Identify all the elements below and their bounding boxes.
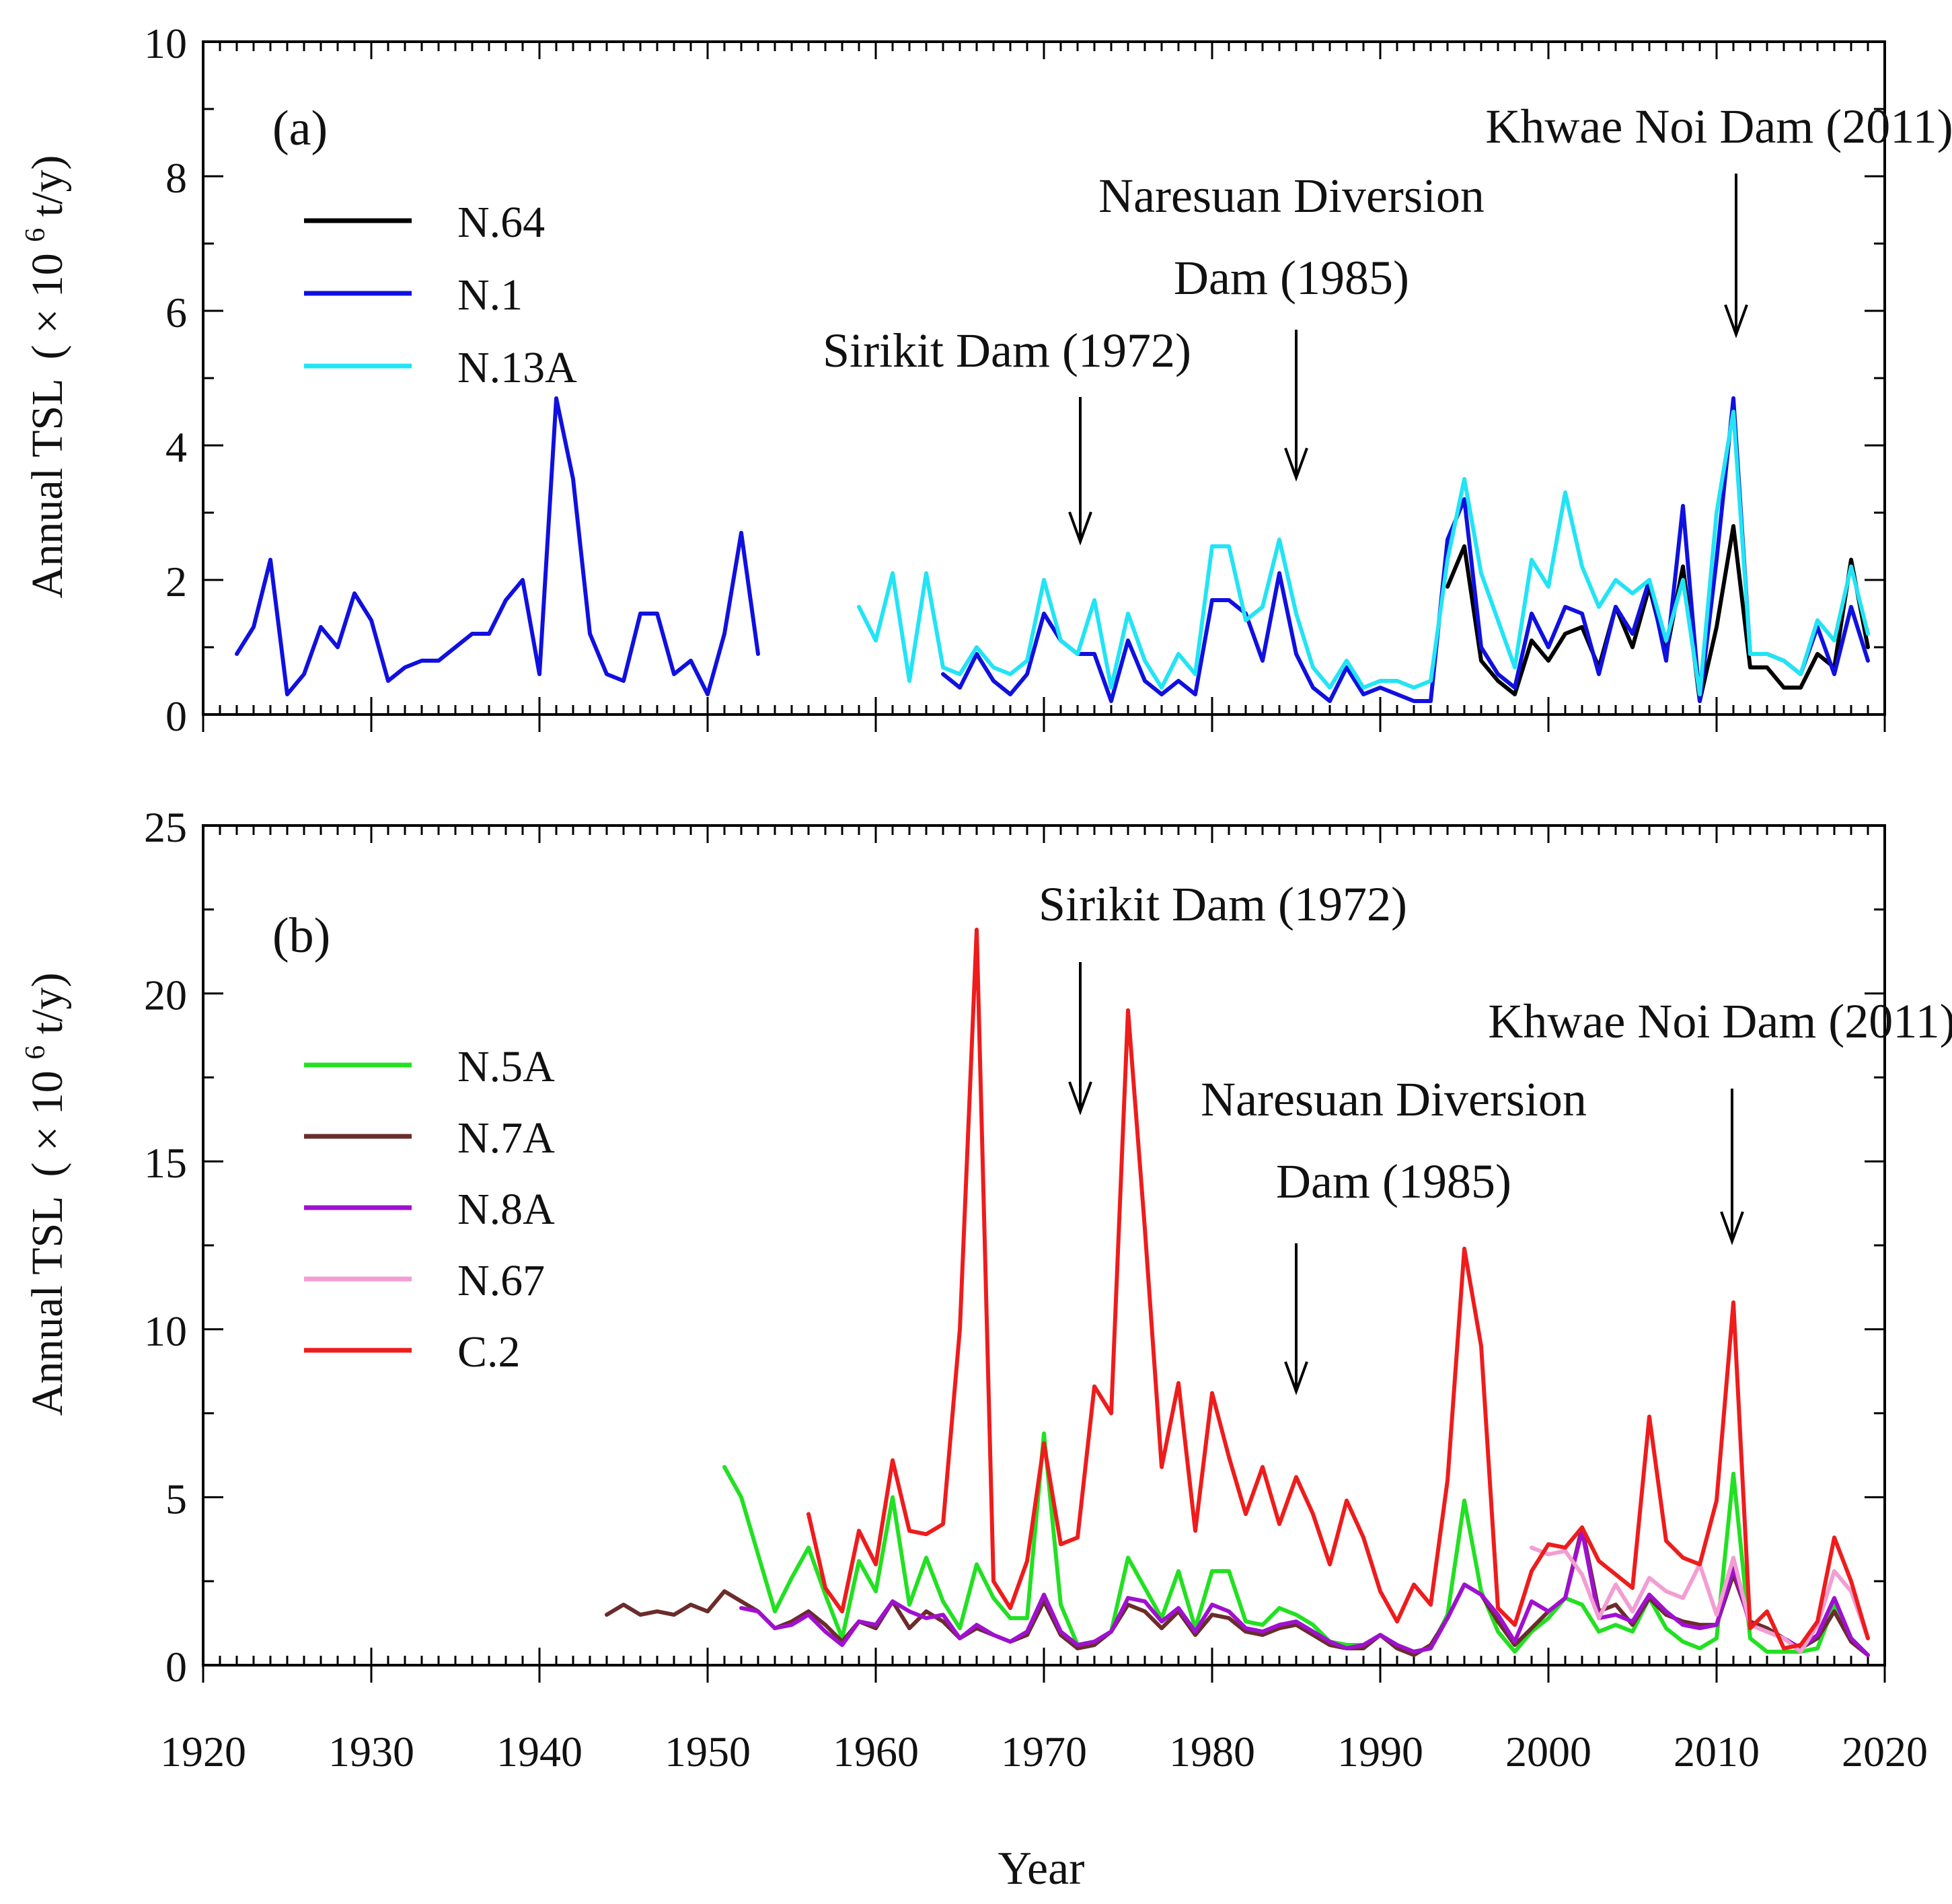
x-tick-label: 1960	[833, 1728, 919, 1775]
series-line-n13a	[857, 410, 1870, 696]
legend-label: N.67	[457, 1256, 545, 1305]
y-tick-label: 2	[165, 558, 187, 606]
svg-text:Annual TSL ( × 10: Annual TSL ( × 10 6 t/y)	[5, 973, 72, 1416]
x-tick-label: 2000	[1505, 1728, 1591, 1775]
annotation-label-line2: Dam (1985)	[1174, 251, 1409, 305]
y-tick-label: 15	[144, 1139, 187, 1187]
legend-label: N.64	[457, 198, 545, 247]
y-tick-label: 0	[165, 1643, 187, 1691]
annotation-arrow-head	[1284, 447, 1308, 482]
x-tick-label: 2010	[1674, 1728, 1760, 1775]
panel-a-ylabel-unit: ( × 10	[23, 253, 72, 359]
y-tick-label: 10	[144, 1307, 187, 1355]
y-tick-label: 20	[144, 972, 187, 1019]
legend-label: N.8A	[457, 1185, 555, 1234]
annotation-arrow-head	[1720, 1211, 1744, 1245]
annotation-arrow-head	[1724, 304, 1748, 338]
series-line-c2	[806, 927, 1870, 1650]
annotation-arrow-head	[1068, 1081, 1092, 1115]
x-tick-label: 1920	[160, 1728, 246, 1775]
annotation-label: Khwae Noi Dam (2011)	[1485, 100, 1952, 153]
x-tick-label: 1950	[665, 1728, 751, 1775]
y-tick-label: 25	[144, 803, 187, 851]
panel-b-ylabel-main: Annual TSL	[23, 1198, 72, 1416]
legend-label: N.13A	[457, 343, 577, 392]
annotation-label: Naresuan Diversion	[1098, 169, 1485, 223]
y-tick-label: 0	[165, 692, 187, 740]
panel-b-ylabel-tail: t/y)	[23, 973, 72, 1035]
y-tick-label: 8	[165, 154, 187, 202]
panel-b-ylabel-exp: 6	[20, 1046, 51, 1060]
x-tick-label: 1930	[328, 1728, 414, 1775]
panel-b-ylabel-unit: ( × 10	[23, 1070, 72, 1177]
annotation-label: Khwae Noi Dam (2011)	[1488, 994, 1952, 1048]
x-tick-label: 1980	[1169, 1728, 1255, 1775]
annotation-label-line2: Dam (1985)	[1276, 1155, 1511, 1208]
panel-a-y-axis-label: Annual TSL ( × 10 6 t/y)	[5, 155, 72, 599]
series-line-n8a	[739, 1529, 1870, 1657]
x-tick-label: 2020	[1842, 1728, 1928, 1775]
legend-label: N.7A	[457, 1113, 555, 1163]
panel-b: (b) Annual TSL ( × 10 6 t/y) Year 0 5 10 15…	[5, 803, 1952, 1895]
panel-a-label: (a)	[272, 101, 328, 156]
panel-b-y-axis-label: Annual TSL ( × 10 6 t/y)	[5, 973, 72, 1416]
annotation-arrow-head	[1284, 1361, 1308, 1395]
legend-label: N.5A	[457, 1042, 555, 1091]
annotation-label: Sirikit Dam (1972)	[1039, 877, 1407, 931]
panel-a-ylabel-main: Annual TSL	[23, 380, 72, 599]
legend-label: C.2	[457, 1327, 521, 1377]
x-axis-title: Year	[998, 1843, 1085, 1895]
panel-a-ylabel-exp: 6	[20, 228, 51, 242]
series-line-n7a	[605, 1525, 1870, 1657]
svg-text:Annual TSL ( × 10: Annual TSL ( × 10 6 t/y)	[5, 155, 72, 599]
x-tick-label: 1970	[1001, 1728, 1087, 1775]
panel-b-label: (b)	[272, 908, 330, 963]
panel-a-ylabel-tail: t/y)	[23, 155, 72, 217]
series-line-n1	[235, 396, 1870, 703]
y-tick-label: 6	[165, 289, 187, 336]
y-tick-label: 10	[144, 20, 187, 67]
panel-a: (a) Annual TSL ( × 10 6 t/y) 0 2 4 6 8 10 N.64…	[5, 20, 1952, 740]
x-tick-label: 1940	[496, 1728, 583, 1775]
annotation-arrow-head	[1068, 511, 1092, 546]
y-tick-label: 4	[165, 423, 187, 471]
legend-label: N.1	[457, 270, 523, 320]
series-line-n5a	[722, 1431, 1870, 1657]
annotation-label: Naresuan Diversion	[1201, 1072, 1587, 1126]
x-tick-label: 1990	[1337, 1728, 1423, 1775]
y-tick-label: 5	[165, 1475, 187, 1523]
annotation-label: Sirikit Dam (1972)	[823, 324, 1191, 377]
